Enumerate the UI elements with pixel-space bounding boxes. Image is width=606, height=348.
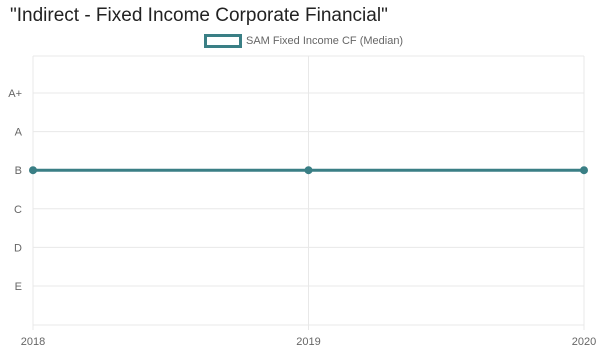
- series-group: [29, 166, 588, 175]
- x-tick-label: 2018: [21, 336, 45, 348]
- x-tick-label: 2019: [296, 336, 320, 348]
- chart-title: "Indirect - Fixed Income Corporate Finan…: [10, 5, 388, 26]
- y-tick-label: D: [14, 242, 22, 254]
- y-tick-label: C: [14, 204, 22, 216]
- x-tick-label: 2020: [572, 336, 596, 348]
- legend-swatch: [204, 34, 242, 48]
- y-axis-ticks: A+ A B C D E: [8, 88, 22, 293]
- legend-label: SAM Fixed Income CF (Median): [246, 35, 404, 47]
- series-point: [580, 166, 588, 175]
- y-tick-label: A: [15, 127, 23, 139]
- series-point: [304, 166, 313, 175]
- legend[interactable]: SAM Fixed Income CF (Median): [204, 34, 403, 48]
- x-axis-ticks: 2018 2019 2020: [21, 336, 596, 348]
- y-tick-label: A+: [8, 88, 22, 100]
- y-tick-label: B: [15, 165, 22, 177]
- series-point: [29, 166, 37, 175]
- grid: [32, 55, 585, 330]
- y-tick-label: E: [15, 281, 22, 293]
